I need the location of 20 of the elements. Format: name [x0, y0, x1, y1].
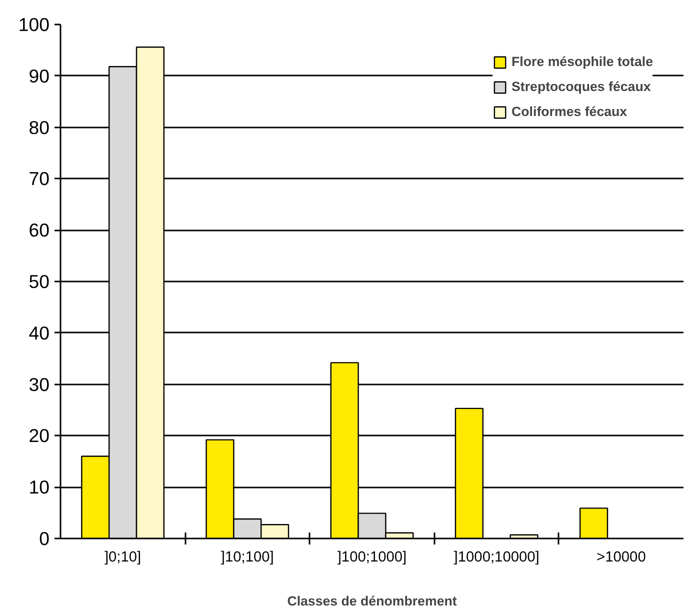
y-tick-label: 80	[28, 116, 50, 138]
x-tick-label: ]100;1000]	[337, 550, 407, 566]
y-tick-label: 10	[28, 476, 50, 498]
x-tick-label: >10000	[596, 550, 646, 566]
legend-label: Flore mésophile totale	[512, 54, 653, 69]
y-tick-label: 30	[28, 374, 50, 395]
y-tick-label: 60	[28, 220, 50, 241]
legend-label: Coliformes fécaux	[512, 104, 628, 119]
y-tick-label: 20	[28, 425, 50, 446]
y-tick-label: 0	[39, 528, 50, 549]
y-tick-label: 100	[18, 14, 50, 35]
legend-label: Streptocoques fécaux	[512, 79, 651, 94]
y-tick-label: 40	[28, 322, 50, 344]
x-tick-label: ]1000;10000]	[454, 550, 540, 566]
y-tick-label: 70	[28, 168, 50, 190]
y-tick-label: 90	[28, 65, 50, 86]
x-axis-title: Classes de dénombrement	[287, 594, 458, 608]
x-tick-label: ]10;100]	[220, 550, 274, 566]
x-tick-label: ]0;10]	[104, 550, 142, 566]
y-tick-label: 50	[28, 271, 50, 292]
